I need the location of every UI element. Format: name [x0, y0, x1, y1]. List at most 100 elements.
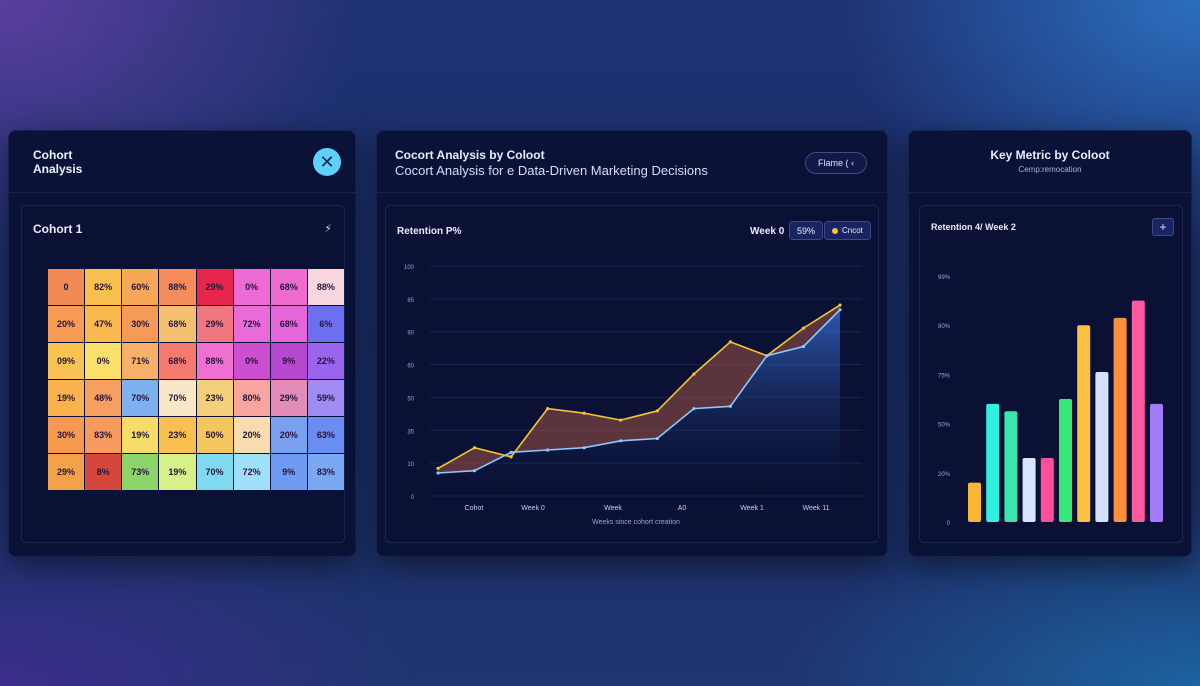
heatmap-cell: 19%: [159, 454, 196, 490]
heatmap-cell: 20%: [270, 417, 307, 453]
heatmap-cell: 68%: [159, 343, 196, 379]
heatmap-cell: 68%: [270, 269, 307, 305]
bar: [1113, 317, 1127, 522]
heatmap-cell: 30%: [48, 417, 85, 453]
heatmap-cell: 0%: [233, 343, 270, 379]
heatmap-cell: 48%: [85, 380, 122, 416]
x-tick-label: A0: [678, 505, 687, 512]
data-point: [436, 466, 440, 470]
series-area: [438, 309, 840, 496]
y-tick-label: 35: [407, 429, 414, 435]
panel-title: Cocort Analysis by Coloot: [395, 148, 545, 162]
data-point: [472, 446, 477, 450]
x-tick-label: Week: [604, 505, 622, 512]
bar: [968, 482, 981, 522]
y-tick-label: 99%: [938, 275, 951, 281]
panel-header: Cohort Analysis: [9, 131, 355, 193]
heatmap-cell: 20%: [48, 306, 85, 342]
y-tick-label: 85: [407, 298, 414, 304]
y-tick-label: 0: [947, 521, 951, 527]
panel-header: Cocort Analysis by Coloot Cocort Analysi…: [377, 131, 887, 193]
card-title: Retention P%: [397, 226, 462, 237]
data-point: [436, 471, 440, 475]
heatmap-cell: 72%: [233, 454, 270, 490]
x-axis-label: Weeks since cohort creation: [592, 519, 680, 526]
data-point: [692, 372, 696, 376]
close-icon[interactable]: ✕: [313, 148, 341, 176]
heatmap-cell: 88%: [196, 343, 233, 379]
data-point: [728, 404, 732, 408]
add-button[interactable]: +: [1152, 218, 1174, 236]
bar: [1131, 300, 1145, 522]
data-point: [801, 344, 806, 349]
retention-bar-chart: 0 20% 50% 75% 80% 99%: [938, 275, 1163, 527]
x-tick-label: Week 1: [740, 505, 764, 512]
filter-label: Flame ( ‹: [818, 158, 854, 168]
data-point: [801, 326, 806, 330]
y-tick-label: 20%: [938, 472, 951, 478]
cohort-card: Cohort 1 ⚡ 0 82% 60% 88% 29% 0% 68% 88% 20% 47% 30…: [21, 205, 345, 543]
percent-chip[interactable]: 59%: [789, 221, 824, 240]
heatmap-cell: 9%: [270, 454, 307, 490]
bar: [1077, 325, 1091, 522]
heatmap-cell: 68%: [159, 306, 196, 342]
heatmap-cell: 59%: [307, 380, 344, 416]
bar: [1022, 458, 1036, 522]
y-tick-label: 100: [404, 265, 415, 271]
heatmap-cell: 68%: [270, 306, 307, 342]
bar: [986, 403, 1000, 522]
data-point: [546, 448, 550, 452]
heatmap-cell: 23%: [159, 417, 196, 453]
key-metric-panel: Key Metric by Coloot Cemp:remocation Ret…: [908, 130, 1192, 557]
heatmap-cell: 47%: [85, 306, 122, 342]
heatmap-cell: 82%: [85, 269, 122, 305]
cohort-chip[interactable]: Cncot: [824, 221, 871, 240]
data-point: [582, 446, 586, 450]
heatmap-cell: 6%: [307, 306, 344, 342]
bar: [1150, 403, 1163, 522]
y-tick-label: 80%: [938, 324, 951, 330]
data-point: [692, 407, 696, 411]
data-point: [582, 411, 586, 415]
panel-title: Key Metric by Coloot: [990, 148, 1110, 162]
series-line: [437, 309, 841, 474]
data-point: [728, 340, 732, 344]
heatmap-cell: 19%: [122, 417, 159, 453]
heatmap-cell: 70%: [196, 454, 233, 490]
data-point: [655, 409, 659, 413]
y-tick-label: 75%: [938, 373, 951, 379]
week-label: Week 0: [750, 226, 785, 237]
heatmap-cell: 83%: [307, 454, 344, 490]
panel-header: Key Metric by Coloot Cemp:remocation: [909, 131, 1191, 193]
bolt-icon[interactable]: ⚡: [324, 223, 332, 235]
bar: [1004, 411, 1018, 522]
heatmap-cell: 88%: [159, 269, 196, 305]
heatmap-cell: 30%: [122, 306, 159, 342]
panel-subtitle: Cocort Analysis for e Data-Driven Market…: [395, 163, 708, 178]
y-tick-label: 60: [407, 364, 414, 370]
bar: [1059, 399, 1072, 522]
y-tick-label: 0: [411, 495, 415, 501]
data-point: [838, 308, 842, 312]
cohort-chip-label: Cncot: [842, 226, 863, 235]
cohort-analysis-chart-panel: Cocort Analysis by Coloot Cocort Analysi…: [376, 130, 888, 557]
y-tick-label: 10: [407, 462, 414, 468]
heatmap-cell: 20%: [233, 417, 270, 453]
data-point: [509, 450, 513, 454]
heatmap-cell: 29%: [196, 306, 233, 342]
heatmap-cell: 70%: [122, 380, 159, 416]
heatmap-cell: 72%: [233, 306, 270, 342]
heatmap-cell: 29%: [270, 380, 307, 416]
data-point: [619, 439, 623, 443]
heatmap-cell: 8%: [85, 454, 122, 490]
heatmap-cell: 80%: [233, 380, 270, 416]
retention-card: Retention P% Week 0 59% Cncot 0 10 35 50 60 8…: [385, 205, 879, 543]
heatmap-cell: 09%: [48, 343, 85, 379]
bar: [1040, 458, 1054, 522]
heatmap-cell: 0: [48, 269, 85, 305]
filter-button[interactable]: Flame ( ‹: [805, 152, 867, 174]
heatmap-cell: 83%: [85, 417, 122, 453]
heatmap-cell: 63%: [307, 417, 344, 453]
y-tick-label: 80: [407, 331, 414, 337]
heatmap-cell: 23%: [196, 380, 233, 416]
